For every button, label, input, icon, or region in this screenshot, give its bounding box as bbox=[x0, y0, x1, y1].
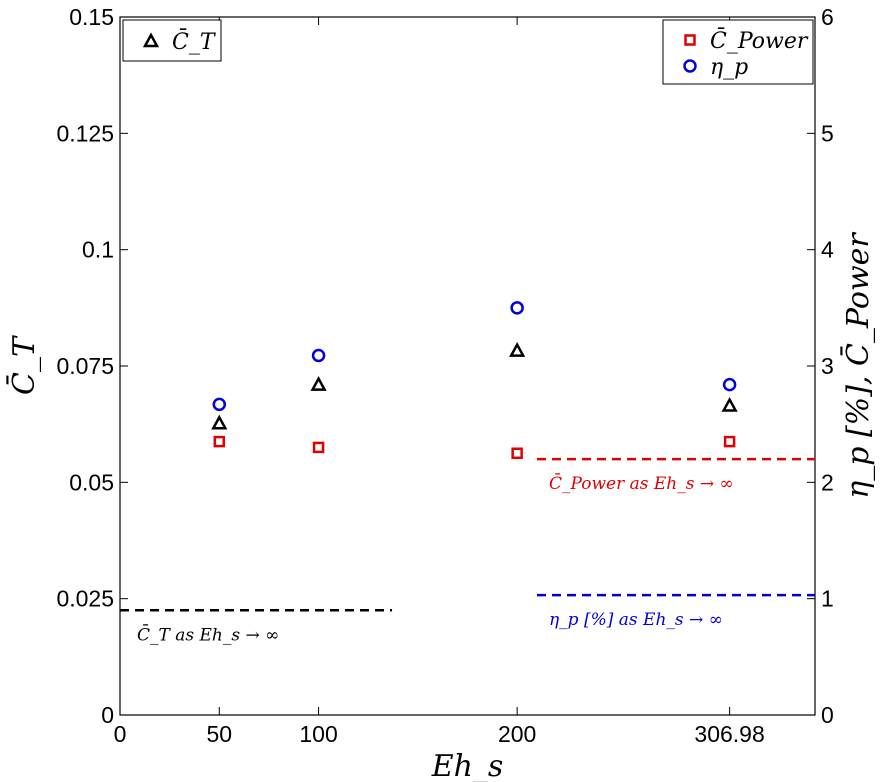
tick-group: 0 50 100 200 306.9800.0250.050.0750.10.1250.… bbox=[56, 4, 834, 747]
y-right-tick-label: 2 bbox=[821, 469, 834, 495]
x-tick-label: 100 bbox=[299, 721, 337, 747]
y-right-axis-label: η_p [%], C̄_Power bbox=[840, 232, 876, 499]
legend-label: C̄_T bbox=[172, 28, 217, 55]
data-points bbox=[211, 301, 738, 459]
reference-lines: C̄_T as Eh_s → ∞ C̄_Power as Eh_s → ∞ η_p … bbox=[120, 457, 815, 645]
legend-left-box bbox=[122, 19, 222, 62]
ct-asymptote-label: C̄_T as Eh_s → ∞ bbox=[137, 623, 279, 645]
y-left-tick-label: 0.075 bbox=[56, 353, 114, 379]
point-circle bbox=[311, 348, 326, 363]
point-square bbox=[723, 435, 736, 448]
legend-marker bbox=[683, 59, 697, 73]
legend-marker bbox=[142, 32, 160, 48]
y-right-tick-label: 4 bbox=[821, 237, 834, 263]
y-left-tick-label: 0.15 bbox=[69, 4, 114, 30]
point-circle bbox=[212, 397, 227, 412]
point-square bbox=[213, 435, 226, 448]
y-left-tick-label: 0.125 bbox=[56, 120, 114, 146]
point-circle bbox=[722, 377, 737, 392]
legend-marker bbox=[684, 34, 696, 46]
y-right-tick-label: 0 bbox=[821, 702, 834, 728]
y-left-tick-label: 0.025 bbox=[56, 586, 114, 612]
y-left-tick-label: 0.1 bbox=[82, 237, 114, 263]
y-left-tick-label: 0.05 bbox=[69, 469, 114, 495]
legend-label: η_p bbox=[710, 55, 748, 80]
point-square bbox=[511, 447, 523, 459]
power-asymptote-label: C̄_Power as Eh_s → ∞ bbox=[549, 472, 734, 494]
point-triangle bbox=[721, 396, 738, 412]
point-triangle bbox=[509, 342, 526, 357]
y-right-tick-label: 1 bbox=[821, 586, 834, 612]
x-tick-label: 50 bbox=[206, 721, 232, 747]
y-left-axis-label: C̄_T bbox=[6, 335, 42, 395]
legend-label: C̄_Power bbox=[710, 27, 809, 54]
point-triangle bbox=[211, 414, 228, 430]
legend-right-box bbox=[662, 19, 814, 85]
point-triangle bbox=[310, 376, 327, 391]
x-axis-label: Eh_s bbox=[431, 749, 504, 782]
x-tick-label: 200 bbox=[498, 721, 536, 747]
y-right-tick-label: 6 bbox=[821, 4, 834, 30]
y-right-tick-label: 3 bbox=[821, 353, 834, 379]
y-left-tick-label: 0 bbox=[101, 702, 114, 728]
point-square bbox=[312, 441, 325, 454]
eta-asymptote-label: η_p [%] as Eh_s → ∞ bbox=[549, 610, 723, 630]
point-circle bbox=[510, 301, 524, 315]
x-tick-label: 0 bbox=[114, 721, 127, 747]
axis-labels: Eh_s C̄_T η_p [%], C̄_Power bbox=[6, 232, 876, 782]
x-tick-label: 306.98 bbox=[694, 721, 764, 747]
y-right-tick-label: 5 bbox=[821, 120, 834, 146]
